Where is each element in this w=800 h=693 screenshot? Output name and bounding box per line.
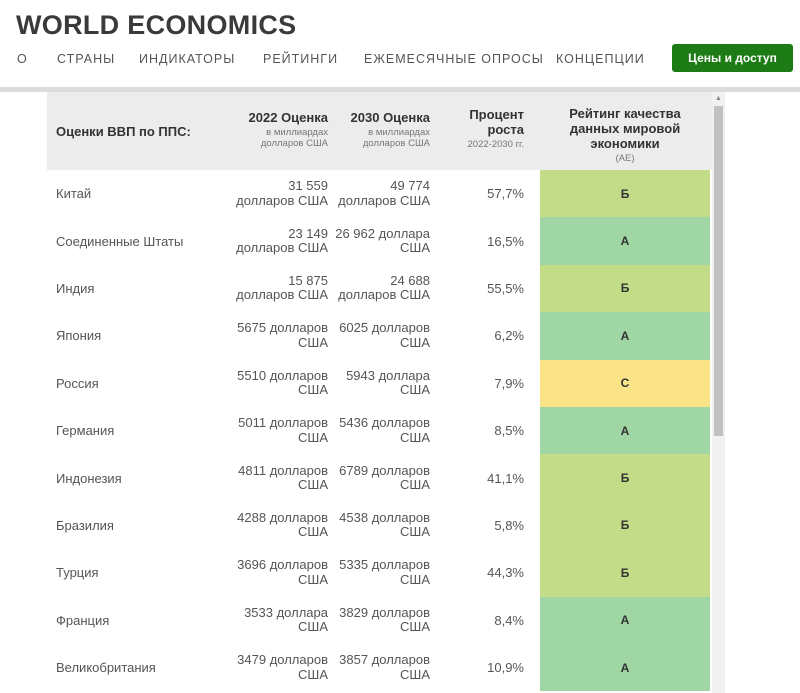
row-rating-badge: А bbox=[540, 312, 710, 360]
row-est2030: 24 688 долларов США bbox=[338, 272, 430, 303]
row-est2030: 49 774 долларов США bbox=[338, 178, 430, 208]
row-est2022: 5011 долларов США bbox=[238, 415, 328, 445]
table-row: Франция 3533 доллара США 3829 долларов США… bbox=[47, 596, 712, 644]
row-growth: 6,2% bbox=[494, 328, 524, 344]
row-est2030: 3829 долларов США bbox=[339, 604, 430, 635]
main-nav: О СТРАНЫ ИНДИКАТОРЫ РЕЙТИНГИ ЕЖЕМЕСЯЧНЫЕ… bbox=[0, 44, 800, 74]
row-est2022: 5675 долларов США bbox=[237, 320, 328, 350]
row-growth: 57,7% bbox=[487, 186, 524, 202]
row-country[interactable]: Германия bbox=[56, 423, 115, 439]
header-est2022-sub: в миллиардах долларов США bbox=[260, 127, 328, 149]
row-est2022: 31 559 долларов США bbox=[236, 178, 328, 208]
table-scrollbar[interactable]: ▲ bbox=[712, 92, 725, 693]
row-est2022: 15 875 долларов США bbox=[236, 272, 328, 303]
row-est2030: 6789 долларов США bbox=[339, 462, 430, 493]
nav-item-concepts[interactable]: КОНЦЕПЦИИ bbox=[556, 52, 645, 66]
row-est2022: 3696 долларов США bbox=[237, 557, 328, 587]
row-country[interactable]: Индия bbox=[56, 280, 95, 296]
header-country: Оценки ВВП по ППС: bbox=[56, 92, 231, 170]
row-growth: 16,5% bbox=[487, 233, 524, 249]
row-rating-badge: Б bbox=[540, 454, 710, 502]
table-row: Россия 5510 долларов США 5943 доллара США 7… bbox=[47, 359, 712, 407]
table-row: Китай 31 559 долларов США 49 774 долларов … bbox=[47, 170, 712, 218]
row-est2030: 5943 доллара США bbox=[346, 367, 430, 398]
row-rating-badge: А bbox=[540, 644, 710, 692]
header-rating-title: Рейтинг качества данных мировой экономик… bbox=[569, 106, 681, 151]
row-est2022: 3533 доллара США bbox=[244, 604, 328, 635]
header-est2030-title: 2030 Оценка bbox=[350, 110, 430, 125]
header-est2030: 2030 Оценка в миллиардах долларов США bbox=[335, 92, 430, 170]
nav-item-indicators[interactable]: ИНДИКАТОРЫ bbox=[139, 52, 236, 66]
header-est2022-title: 2022 Оценка bbox=[248, 110, 328, 125]
nav-item-countries[interactable]: СТРАНЫ bbox=[57, 52, 116, 66]
row-est2022: 23 149 долларов США bbox=[236, 225, 328, 256]
scroll-up-icon[interactable]: ▲ bbox=[715, 95, 722, 102]
pricing-access-button[interactable]: Цены и доступ bbox=[672, 44, 793, 72]
row-growth: 8,5% bbox=[494, 423, 524, 439]
row-est2030: 5436 долларов США bbox=[339, 415, 430, 445]
row-country[interactable]: Соединенные Штаты bbox=[56, 233, 184, 249]
row-est2030: 5335 долларов США bbox=[339, 557, 430, 587]
table-row: Германия 5011 долларов США 5436 долларов С… bbox=[47, 407, 712, 455]
row-est2030: 3857 долларов США bbox=[339, 652, 430, 682]
header-growth-title: Процент роста bbox=[469, 107, 524, 137]
row-est2022: 5510 долларов США bbox=[237, 367, 328, 398]
table-row: Индонезия 4811 долларов США 6789 долларов … bbox=[47, 454, 712, 502]
row-est2030: 26 962 доллара США bbox=[335, 225, 430, 256]
row-rating-badge: С bbox=[540, 359, 710, 407]
header-est2030-sub: в миллиардах долларов США bbox=[362, 127, 430, 149]
row-rating-badge: А bbox=[540, 217, 710, 265]
table-row: Турция 3696 долларов США 5335 долларов США… bbox=[47, 549, 712, 597]
row-est2022: 4288 долларов США bbox=[237, 509, 328, 540]
header-growth: Процент роста 2022-2030 гг. bbox=[444, 92, 524, 170]
row-rating-badge: Б bbox=[540, 501, 710, 550]
row-growth: 55,5% bbox=[487, 280, 524, 296]
row-growth: 8,4% bbox=[494, 612, 524, 628]
row-country[interactable]: Индонезия bbox=[56, 470, 122, 486]
row-growth: 7,9% bbox=[494, 375, 524, 391]
row-rating-badge: А bbox=[540, 596, 710, 644]
row-growth: 41,1% bbox=[487, 470, 524, 486]
table-row: Бразилия 4288 долларов США 4538 долларов С… bbox=[47, 501, 712, 550]
header-est2022: 2022 Оценка в миллиардах долларов США bbox=[233, 92, 328, 170]
row-growth: 44,3% bbox=[487, 565, 524, 581]
table-header: Оценки ВВП по ППС: 2022 Оценка в миллиар… bbox=[47, 92, 712, 170]
row-country[interactable]: Франция bbox=[56, 612, 110, 628]
row-growth: 5,8% bbox=[494, 517, 524, 533]
row-rating-badge: Б bbox=[540, 170, 710, 218]
row-rating-badge: Б bbox=[540, 264, 710, 313]
table-row: Япония 5675 долларов США 6025 долларов США… bbox=[47, 312, 712, 360]
table-row: Индия 15 875 долларов США 24 688 долларов … bbox=[47, 264, 712, 313]
row-est2022: 3479 долларов США bbox=[237, 652, 328, 682]
row-rating-badge: А bbox=[540, 407, 710, 455]
header-country-label: Оценки ВВП по ППС: bbox=[56, 123, 191, 139]
row-country[interactable]: Россия bbox=[56, 375, 99, 391]
row-growth: 10,9% bbox=[487, 660, 524, 676]
gdp-table: Оценки ВВП по ППС: 2022 Оценка в миллиар… bbox=[47, 92, 712, 693]
row-est2022: 4811 долларов США bbox=[238, 462, 328, 493]
site-logo[interactable]: WORLD ECONOMICS bbox=[16, 10, 297, 40]
scroll-thumb[interactable] bbox=[714, 106, 723, 436]
nav-item-about[interactable]: О bbox=[17, 52, 28, 66]
row-country[interactable]: Китай bbox=[56, 186, 92, 202]
table-row: Соединенные Штаты 23 149 долларов США 26 9… bbox=[47, 217, 712, 265]
header-growth-sub: 2022-2030 гг. bbox=[467, 139, 524, 150]
header-rating: Рейтинг качества данных мировой экономик… bbox=[545, 92, 705, 170]
nav-item-ratings[interactable]: РЕЙТИНГИ bbox=[263, 52, 339, 66]
header-divider bbox=[0, 87, 800, 92]
row-country[interactable]: Великобритания bbox=[56, 660, 156, 676]
header-rating-sub: (AE) bbox=[615, 153, 635, 164]
table-row: Великобритания 3479 долларов США 3857 долл… bbox=[47, 644, 712, 692]
nav-item-monthly-surveys[interactable]: ЕЖЕМЕСЯЧНЫЕ ОПРОСЫ bbox=[364, 52, 544, 66]
row-rating-badge: Б bbox=[540, 549, 710, 597]
row-country[interactable]: Япония bbox=[56, 328, 102, 344]
row-country[interactable]: Турция bbox=[56, 565, 99, 581]
row-est2030: 6025 долларов США bbox=[339, 320, 430, 350]
row-est2030: 4538 долларов США bbox=[339, 509, 430, 540]
row-country[interactable]: Бразилия bbox=[56, 517, 114, 533]
